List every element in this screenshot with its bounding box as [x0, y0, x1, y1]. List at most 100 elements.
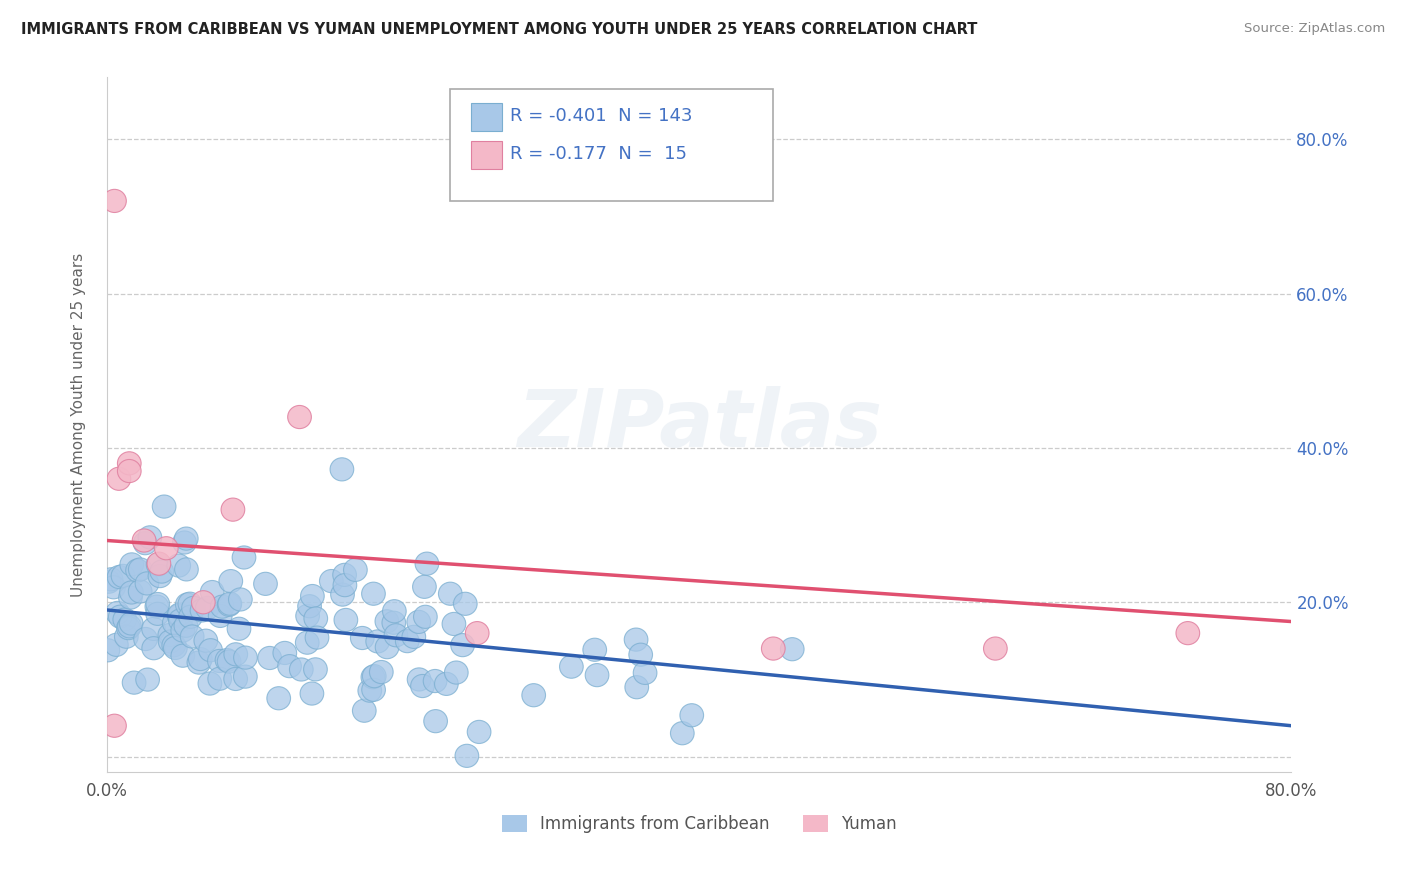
Ellipse shape: [359, 679, 381, 702]
Text: IMMIGRANTS FROM CARIBBEAN VS YUMAN UNEMPLOYMENT AMONG YOUTH UNDER 25 YEARS CORRE: IMMIGRANTS FROM CARIBBEAN VS YUMAN UNEMP…: [21, 22, 977, 37]
Ellipse shape: [343, 558, 367, 582]
Ellipse shape: [142, 617, 166, 640]
Ellipse shape: [155, 537, 179, 560]
Ellipse shape: [384, 624, 408, 647]
Ellipse shape: [299, 682, 323, 705]
Ellipse shape: [583, 638, 606, 661]
Ellipse shape: [288, 406, 311, 428]
Ellipse shape: [201, 581, 224, 604]
Ellipse shape: [560, 655, 583, 678]
Ellipse shape: [163, 611, 186, 634]
Ellipse shape: [146, 592, 170, 615]
Ellipse shape: [681, 704, 703, 727]
Ellipse shape: [142, 637, 166, 660]
Ellipse shape: [232, 546, 256, 569]
Ellipse shape: [145, 595, 169, 618]
Ellipse shape: [135, 572, 159, 595]
Ellipse shape: [229, 588, 252, 611]
Ellipse shape: [103, 714, 127, 738]
Ellipse shape: [624, 675, 648, 698]
Ellipse shape: [411, 674, 434, 698]
Ellipse shape: [984, 637, 1007, 660]
Ellipse shape: [104, 633, 128, 657]
Ellipse shape: [278, 655, 301, 678]
Ellipse shape: [304, 607, 328, 630]
Ellipse shape: [174, 558, 198, 581]
Ellipse shape: [218, 592, 242, 615]
Ellipse shape: [208, 605, 232, 627]
Ellipse shape: [107, 566, 131, 589]
Ellipse shape: [118, 459, 141, 483]
Ellipse shape: [301, 584, 325, 607]
Ellipse shape: [190, 599, 214, 622]
Ellipse shape: [228, 617, 250, 640]
Ellipse shape: [353, 699, 377, 723]
Ellipse shape: [423, 710, 447, 732]
Ellipse shape: [172, 644, 194, 667]
Ellipse shape: [628, 643, 652, 666]
Ellipse shape: [762, 637, 785, 660]
Ellipse shape: [273, 641, 297, 665]
Ellipse shape: [633, 661, 657, 684]
Ellipse shape: [454, 592, 477, 615]
Ellipse shape: [112, 608, 136, 631]
Ellipse shape: [215, 648, 239, 672]
Ellipse shape: [118, 586, 142, 609]
Ellipse shape: [134, 627, 157, 650]
Ellipse shape: [194, 629, 218, 652]
Text: R = -0.177  N =  15: R = -0.177 N = 15: [510, 145, 688, 163]
Ellipse shape: [305, 626, 329, 649]
Ellipse shape: [233, 665, 257, 689]
Ellipse shape: [114, 625, 138, 648]
Ellipse shape: [159, 630, 181, 653]
Ellipse shape: [406, 610, 430, 633]
Ellipse shape: [375, 636, 399, 658]
Ellipse shape: [219, 570, 243, 592]
Ellipse shape: [128, 558, 152, 581]
Text: R = -0.401  N = 143: R = -0.401 N = 143: [510, 107, 693, 125]
Ellipse shape: [136, 668, 159, 691]
Ellipse shape: [198, 639, 222, 662]
Ellipse shape: [218, 593, 240, 616]
Ellipse shape: [120, 581, 143, 604]
Text: Source: ZipAtlas.com: Source: ZipAtlas.com: [1244, 22, 1385, 36]
Ellipse shape: [111, 565, 135, 588]
Legend: Immigrants from Caribbean, Yuman: Immigrants from Caribbean, Yuman: [502, 815, 897, 833]
Ellipse shape: [257, 647, 281, 670]
Ellipse shape: [330, 583, 354, 607]
Ellipse shape: [122, 671, 146, 694]
Ellipse shape: [333, 574, 357, 597]
Ellipse shape: [108, 605, 132, 628]
Ellipse shape: [290, 658, 314, 681]
Ellipse shape: [1175, 622, 1199, 645]
Ellipse shape: [298, 595, 322, 618]
Ellipse shape: [434, 673, 458, 696]
Ellipse shape: [148, 552, 170, 575]
Ellipse shape: [167, 604, 191, 627]
Ellipse shape: [101, 575, 125, 599]
Ellipse shape: [382, 611, 406, 634]
Ellipse shape: [208, 649, 231, 673]
Text: ZIPatlas: ZIPatlas: [517, 385, 882, 464]
Ellipse shape: [467, 721, 491, 744]
Ellipse shape: [125, 559, 149, 582]
Ellipse shape: [157, 624, 181, 647]
Ellipse shape: [174, 615, 198, 637]
Ellipse shape: [100, 567, 122, 591]
Ellipse shape: [295, 632, 319, 654]
Ellipse shape: [195, 597, 219, 619]
Ellipse shape: [382, 599, 406, 623]
Ellipse shape: [402, 625, 426, 648]
Ellipse shape: [671, 722, 695, 745]
Ellipse shape: [162, 633, 186, 657]
Ellipse shape: [132, 529, 156, 552]
Ellipse shape: [423, 670, 447, 692]
Ellipse shape: [179, 592, 201, 615]
Ellipse shape: [128, 580, 152, 603]
Ellipse shape: [221, 498, 245, 521]
Ellipse shape: [780, 638, 804, 661]
Ellipse shape: [120, 612, 143, 635]
Ellipse shape: [363, 665, 387, 688]
Ellipse shape: [188, 648, 212, 671]
Ellipse shape: [361, 665, 385, 689]
